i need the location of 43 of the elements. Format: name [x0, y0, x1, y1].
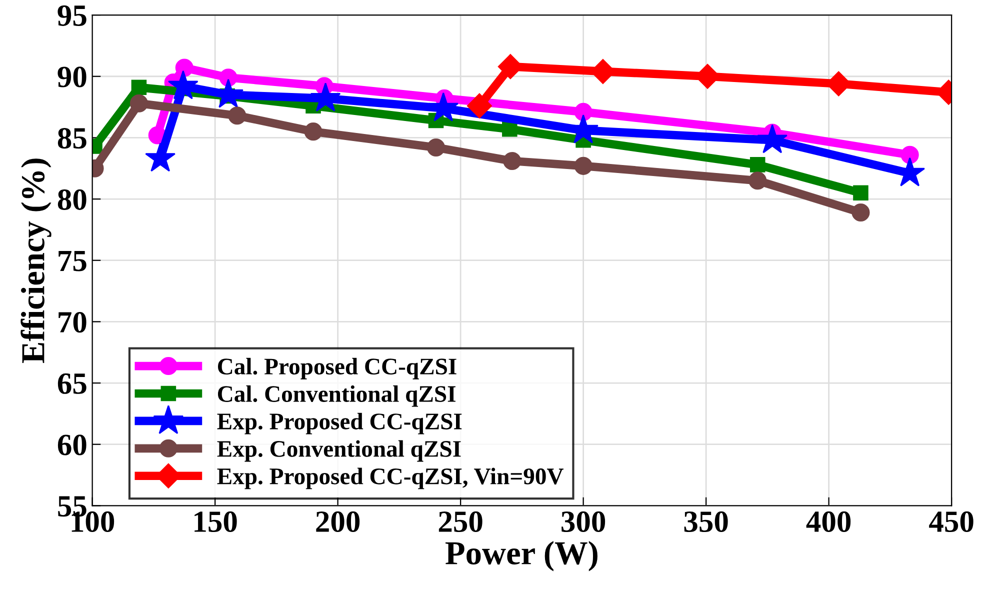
point [853, 185, 868, 201]
point [428, 92, 459, 122]
legend-label: Cal. Conventional qZSI [218, 385, 456, 407]
point [426, 138, 446, 157]
point [502, 121, 518, 137]
y-tick-label: 70 [58, 312, 86, 333]
y-tick-label: 65 [58, 373, 86, 394]
y-tick-label: 60 [58, 434, 86, 456]
x-tick-label: 250 [438, 511, 482, 532]
point [574, 156, 592, 175]
point [145, 142, 176, 172]
point [466, 93, 492, 118]
point [168, 70, 198, 100]
x-tick-label: 400 [806, 511, 851, 532]
x-tick-label: 300 [562, 511, 606, 532]
legend-label: Exp. Proposed CC-qZSI, Vin=90V [217, 468, 564, 490]
point [574, 102, 592, 121]
x-tick-label: 350 [684, 511, 728, 532]
legend-label: Exp. Proposed CC-qZSI [217, 412, 462, 434]
point [757, 124, 788, 154]
y-tick-label: 90 [58, 66, 86, 88]
x-tick-label: 450 [929, 511, 974, 532]
point [310, 82, 341, 112]
y-tick-label: 85 [58, 128, 86, 149]
legend-label: Cal. Proposed CC-qZSI [218, 358, 456, 380]
point [503, 152, 522, 170]
point [175, 58, 194, 77]
x-tick-label: 150 [194, 511, 237, 532]
point [750, 157, 766, 172]
legend-label: Exp. Conventional qZSI [217, 440, 461, 462]
x-tick-label: 200 [316, 511, 360, 532]
point [748, 172, 767, 190]
point [131, 80, 147, 96]
point [852, 204, 870, 222]
y-axis-title: Efficiency (%) [20, 158, 52, 364]
y-tick-label: 80 [58, 189, 86, 210]
y-tick-label: 75 [58, 250, 86, 272]
point [900, 146, 919, 164]
point [304, 122, 322, 141]
x-axis-title: Power (W) [446, 541, 598, 572]
y-tick-label: 95 [58, 5, 86, 26]
point [228, 106, 246, 125]
point [130, 94, 148, 112]
